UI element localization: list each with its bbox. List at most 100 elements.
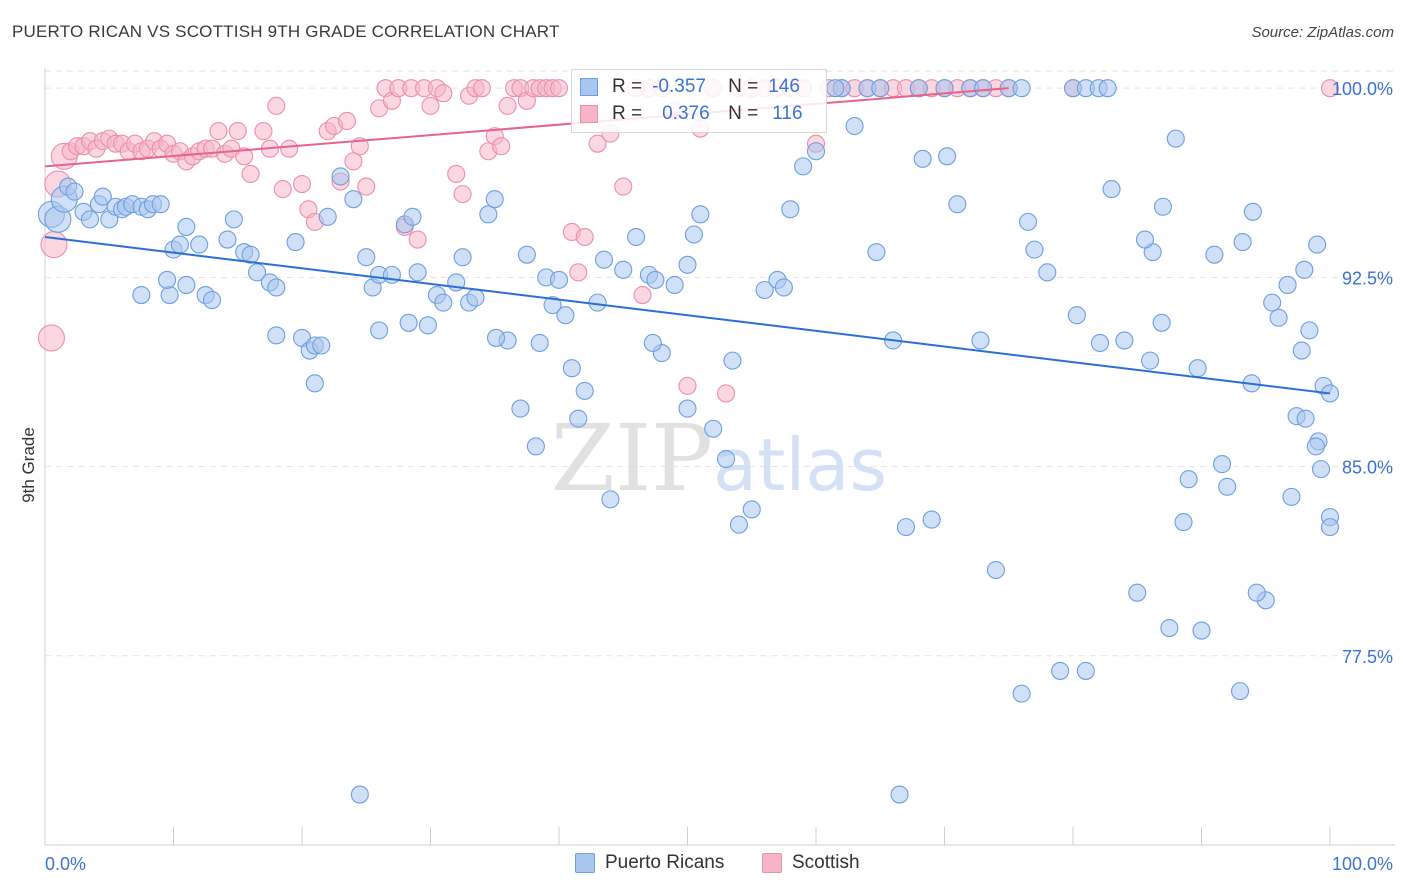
series-legend: Puerto Ricans Scottish bbox=[0, 852, 1406, 878]
scottish-point bbox=[209, 122, 228, 141]
x-tick-label: 100.0% bbox=[1332, 854, 1393, 874]
puerto-rican-point bbox=[190, 235, 209, 254]
legend-r-value: -0.357 bbox=[652, 76, 706, 97]
scottish-point bbox=[421, 96, 440, 115]
puerto-rican-point bbox=[1308, 235, 1327, 254]
scottish-point bbox=[1320, 79, 1340, 98]
puerto-rican-point bbox=[305, 374, 324, 393]
puerto-rican-point bbox=[867, 243, 886, 262]
legend-swatch-blue bbox=[575, 853, 595, 873]
y-tick-label: 85.0% bbox=[1342, 458, 1393, 478]
scottish-point bbox=[678, 376, 697, 395]
legend-label-scottish: Scottish bbox=[792, 852, 860, 873]
scottish-point bbox=[492, 137, 511, 156]
scottish-point bbox=[434, 84, 453, 103]
puerto-rican-point bbox=[1025, 240, 1044, 259]
puerto-rican-point bbox=[399, 313, 418, 332]
puerto-rican-point bbox=[1090, 333, 1110, 353]
puerto-rican-point bbox=[1038, 263, 1057, 282]
puerto-rican-point bbox=[403, 207, 422, 226]
watermark-atlas: atlas bbox=[713, 423, 887, 507]
puerto-rican-point bbox=[1102, 180, 1121, 199]
scottish-point bbox=[472, 79, 491, 98]
scottish-point bbox=[588, 134, 607, 153]
puerto-rican-point bbox=[594, 250, 614, 269]
puerto-rican-point bbox=[627, 227, 646, 247]
puerto-rican-point bbox=[678, 399, 697, 418]
source-label: Source: ZipAtlas.com bbox=[1251, 24, 1394, 41]
puerto-rican-point bbox=[1051, 661, 1070, 680]
scottish-point bbox=[453, 185, 472, 204]
puerto-rican-point bbox=[646, 270, 665, 289]
scottish-point bbox=[408, 230, 427, 249]
puerto-rican-point bbox=[170, 235, 189, 254]
puerto-rican-point bbox=[1115, 331, 1134, 350]
legend-row-scottish: R = 0.376 N = 116 bbox=[580, 101, 803, 127]
y-tick-label: 100.0% bbox=[1332, 79, 1393, 99]
puerto-rican-point bbox=[408, 263, 427, 282]
scottish-point bbox=[633, 285, 652, 305]
puerto-rican-point bbox=[794, 157, 813, 176]
legend-r-value: 0.376 bbox=[662, 103, 710, 124]
scottish-point bbox=[614, 177, 633, 196]
puerto-rican-point bbox=[1295, 260, 1314, 279]
scottish-point bbox=[575, 227, 594, 247]
scottish-point bbox=[716, 384, 736, 403]
puerto-rican-point bbox=[729, 515, 748, 534]
puerto-rican-point bbox=[132, 285, 151, 305]
puerto-rican-point bbox=[1152, 313, 1171, 332]
scottish-point bbox=[569, 263, 588, 282]
puerto-rican-point bbox=[643, 333, 662, 353]
legend-n-value: 146 bbox=[768, 76, 800, 97]
puerto-rican-point bbox=[1263, 293, 1282, 312]
scottish-point bbox=[549, 79, 569, 98]
puerto-rican-point bbox=[1243, 202, 1262, 221]
puerto-rican-point bbox=[755, 280, 774, 300]
puerto-rican-point bbox=[453, 248, 472, 267]
puerto-rican-point bbox=[218, 230, 237, 249]
puerto-rican-point bbox=[1166, 129, 1185, 148]
scottish-point bbox=[235, 147, 254, 166]
legend-item-scottish[interactable]: Scottish bbox=[762, 852, 860, 874]
legend-swatch-pink bbox=[580, 105, 598, 123]
legend-item-puerto-ricans[interactable]: Puerto Ricans bbox=[575, 852, 724, 874]
puerto-rican-point bbox=[344, 190, 363, 209]
axes bbox=[44, 68, 1395, 846]
chart-title: PUERTO RICAN VS SCOTTISH 9TH GRADE CORRE… bbox=[12, 22, 560, 41]
puerto-rican-point bbox=[1012, 684, 1031, 703]
puerto-rican-point bbox=[806, 142, 826, 161]
legend-n-value: 116 bbox=[772, 103, 803, 124]
puerto-rican-point bbox=[1076, 661, 1095, 680]
puerto-rican-point bbox=[1018, 212, 1038, 231]
scottish-point bbox=[254, 122, 273, 141]
scottish-points bbox=[37, 79, 1340, 403]
scottish-point bbox=[337, 111, 357, 131]
puerto-rican-point bbox=[678, 255, 697, 274]
puerto-rican-point bbox=[742, 500, 761, 519]
puerto-rican-point bbox=[203, 291, 222, 310]
stats-legend: R = -0.357 N = 146 R = 0.376 N = 116 bbox=[571, 69, 827, 133]
puerto-rican-point bbox=[716, 449, 736, 469]
y-tick-label: 92.5% bbox=[1342, 268, 1393, 288]
puerto-rican-point bbox=[1282, 487, 1301, 506]
puerto-rican-point bbox=[1320, 518, 1340, 537]
y-axis-label: 9th Grade bbox=[19, 427, 38, 503]
puerto-rican-point bbox=[286, 233, 305, 252]
puerto-rican-point bbox=[774, 278, 793, 297]
legend-n-label: N = bbox=[728, 103, 759, 124]
puerto-rican-point bbox=[1128, 583, 1147, 602]
legend-row-puerto-ricans: R = -0.357 N = 146 bbox=[580, 74, 800, 100]
puerto-rican-point bbox=[485, 190, 504, 209]
puerto-rican-point bbox=[684, 225, 703, 244]
puerto-rican-point bbox=[826, 79, 845, 98]
puerto-rican-point bbox=[1141, 351, 1160, 370]
puerto-rican-points bbox=[37, 79, 1340, 804]
puerto-rican-point bbox=[614, 260, 633, 279]
puerto-rican-point bbox=[1153, 197, 1172, 216]
puerto-rican-point bbox=[971, 331, 990, 350]
puerto-rican-point bbox=[896, 518, 916, 537]
puerto-rican-point bbox=[1311, 460, 1331, 479]
puerto-rican-point bbox=[1098, 79, 1117, 98]
puerto-rican-point bbox=[177, 217, 196, 236]
puerto-rican-point bbox=[781, 200, 800, 219]
